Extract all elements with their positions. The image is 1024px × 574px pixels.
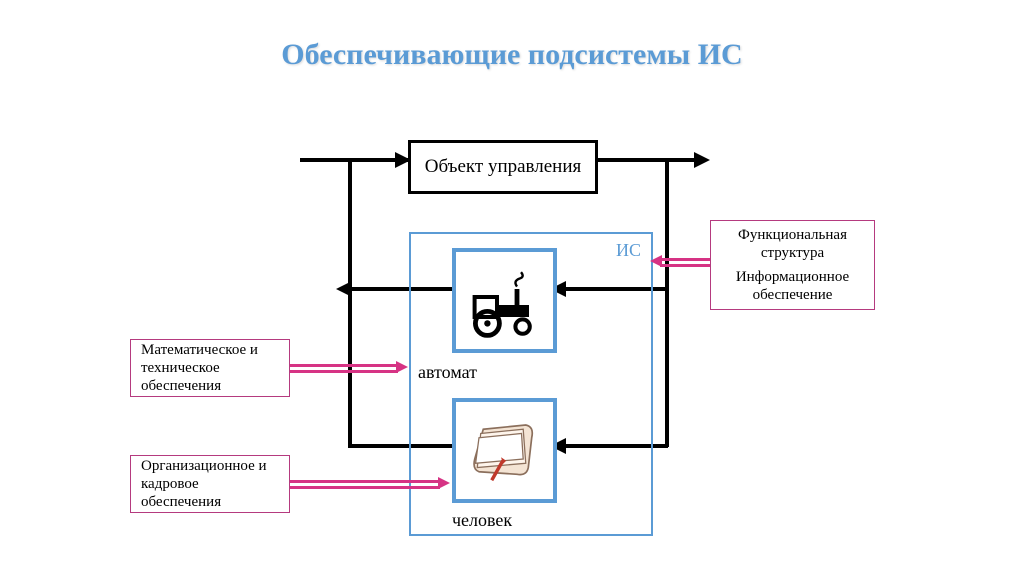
object-box-label: Объект управления [425, 156, 582, 179]
pink-connector [290, 480, 440, 489]
is-label: ИС [616, 240, 641, 261]
arrow-icon [694, 152, 710, 168]
flow-line [665, 160, 669, 290]
document-stack-icon [462, 408, 547, 493]
right-box-line2: Информационное обеспечение [721, 268, 864, 304]
pink-arrow-icon [650, 255, 662, 267]
left-box-math-tech: Математическое и техническое обеспечения [130, 339, 290, 397]
flow-line [348, 158, 352, 291]
flow-line [300, 158, 408, 162]
flow-line [598, 158, 698, 162]
left-box-2-label: Организационное и кадровое обеспечения [141, 457, 279, 511]
right-box-line1: Функциональная структура [721, 226, 864, 262]
arrow-icon [395, 152, 411, 168]
automat-label: автомат [418, 362, 477, 383]
pink-arrow-icon [438, 477, 450, 489]
automat-icon-box [452, 248, 557, 353]
page-title: Обеспечивающие подсистемы ИС [0, 38, 1024, 72]
pink-connector [290, 364, 398, 373]
right-box-functional: Функциональная структура Информационное … [710, 220, 875, 310]
left-box-org-staff: Организационное и кадровое обеспечения [130, 455, 290, 513]
left-box-1-label: Математическое и техническое обеспечения [141, 341, 279, 395]
flow-line [665, 287, 669, 447]
human-icon-box [452, 398, 557, 503]
pink-arrow-icon [396, 361, 408, 373]
flow-line [300, 158, 304, 162]
tractor-icon [465, 261, 545, 341]
pink-connector [660, 258, 710, 267]
human-label: человек [452, 510, 512, 531]
object-box: Объект управления [408, 140, 598, 194]
